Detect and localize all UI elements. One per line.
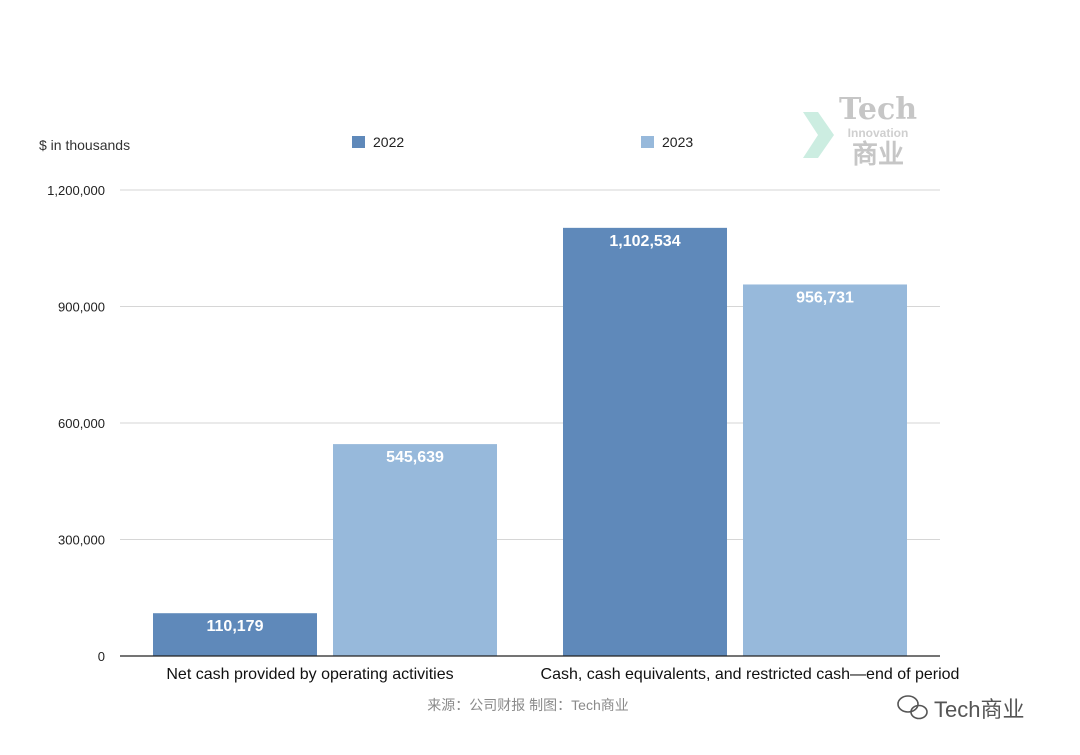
account-badge: Tech商业 <box>897 695 1024 722</box>
bar-2022-0 <box>153 613 317 656</box>
bar-2023-1 <box>743 284 907 656</box>
y-tick-label: 600,000 <box>58 416 105 431</box>
watermark-line3: 商业 <box>852 139 904 170</box>
watermark-line2: Innovation <box>848 126 909 140</box>
bars <box>153 227 907 656</box>
watermark-line1: Tech <box>839 92 917 127</box>
legend-swatch <box>352 136 365 148</box>
legend-label: 2022 <box>373 134 404 150</box>
y-axis-label: $ in thousands <box>39 137 130 153</box>
wechat-icon <box>897 695 928 720</box>
y-tick-label: 0 <box>98 649 105 664</box>
account-name: Tech商业 <box>934 697 1024 722</box>
watermark-logo: Tech Innovation 商业 <box>803 92 917 170</box>
watermark-arrow-icon <box>803 112 834 158</box>
y-tick-label: 1,200,000 <box>47 183 105 198</box>
category-label: Net cash provided by operating activitie… <box>166 666 453 683</box>
legend: 2022 2023 <box>352 134 693 150</box>
bar-value-label: 110,179 <box>207 618 264 635</box>
legend-swatch <box>641 136 654 148</box>
legend-label: 2023 <box>662 134 693 150</box>
y-tick-label: 300,000 <box>58 533 105 548</box>
bar-value-label: 956,731 <box>796 289 854 306</box>
bar-2023-0 <box>333 444 497 656</box>
source-note: 来源：公司财报 制图：Tech商业 <box>427 697 628 713</box>
y-axis-ticks: 0 300,000 600,000 900,000 1,200,000 <box>47 183 105 664</box>
bar-value-label: 1,102,534 <box>609 233 680 250</box>
y-tick-label: 900,000 <box>58 300 105 315</box>
x-axis-categories: Net cash provided by operating activitie… <box>166 666 959 683</box>
bar-value-label: 545,639 <box>386 449 444 466</box>
value-labels: 110,179 545,639 1,102,534 956,731 <box>207 233 854 635</box>
bar-2022-1 <box>563 227 727 656</box>
category-label: Cash, cash equivalents, and restricted c… <box>541 666 960 683</box>
